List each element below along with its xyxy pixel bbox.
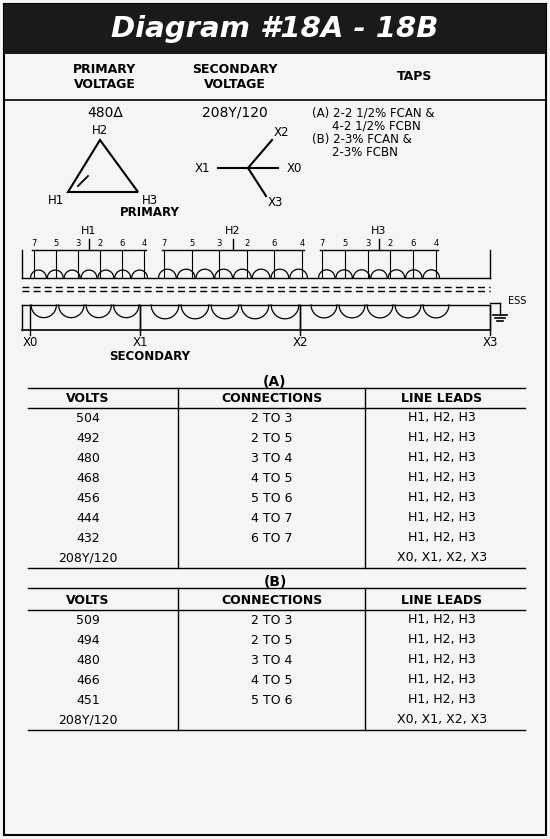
Text: Diagram #18A - 18B: Diagram #18A - 18B: [111, 15, 439, 43]
Text: H1: H1: [81, 226, 97, 236]
Text: 6: 6: [410, 239, 416, 248]
Text: (B): (B): [263, 575, 287, 589]
Text: VOLTS: VOLTS: [66, 593, 110, 607]
Text: 2: 2: [97, 239, 103, 248]
Text: 4: 4: [433, 239, 439, 248]
Text: 208Y/120: 208Y/120: [58, 551, 118, 565]
Text: 2: 2: [244, 239, 250, 248]
Text: H1, H2, H3: H1, H2, H3: [408, 512, 476, 524]
Text: 2 TO 5: 2 TO 5: [251, 431, 293, 445]
Text: H1: H1: [48, 194, 64, 206]
Text: 6 TO 7: 6 TO 7: [251, 531, 293, 545]
Text: 466: 466: [76, 674, 100, 686]
Text: H1, H2, H3: H1, H2, H3: [408, 694, 476, 706]
Text: 3: 3: [217, 239, 222, 248]
Text: 5 TO 6: 5 TO 6: [251, 694, 293, 706]
Text: 432: 432: [76, 531, 100, 545]
Text: 6: 6: [272, 239, 277, 248]
Text: 208Y/120: 208Y/120: [202, 106, 268, 120]
Text: 4 TO 5: 4 TO 5: [251, 674, 293, 686]
Text: (A) 2-2 1/2% FCAN &: (A) 2-2 1/2% FCAN &: [312, 107, 434, 119]
Text: X0: X0: [287, 161, 302, 175]
Text: 4 TO 5: 4 TO 5: [251, 472, 293, 484]
Text: 509: 509: [76, 613, 100, 627]
Text: 492: 492: [76, 431, 100, 445]
Text: SECONDARY: SECONDARY: [109, 351, 190, 363]
Text: TAPS: TAPS: [397, 70, 433, 84]
Text: X0, X1, X2, X3: X0, X1, X2, X3: [397, 551, 487, 565]
Text: H1, H2, H3: H1, H2, H3: [408, 431, 476, 445]
Bar: [4, 4, 546, 54]
Text: X3: X3: [482, 336, 498, 348]
Text: LINE LEADS: LINE LEADS: [402, 392, 482, 404]
Text: 7: 7: [161, 239, 167, 248]
Text: 5: 5: [189, 239, 194, 248]
Text: H1, H2, H3: H1, H2, H3: [408, 654, 476, 666]
Text: LINE LEADS: LINE LEADS: [402, 593, 482, 607]
Text: 5: 5: [342, 239, 348, 248]
Text: VOLTS: VOLTS: [66, 392, 110, 404]
Text: H1, H2, H3: H1, H2, H3: [408, 451, 476, 465]
Text: CONNECTIONS: CONNECTIONS: [221, 593, 323, 607]
Text: 480: 480: [76, 654, 100, 666]
Text: 2-3% FCBN: 2-3% FCBN: [332, 147, 398, 159]
Text: 494: 494: [76, 633, 100, 647]
Text: H1, H2, H3: H1, H2, H3: [408, 613, 476, 627]
Text: 504: 504: [76, 411, 100, 425]
Text: X2: X2: [274, 127, 289, 139]
Text: CONNECTIONS: CONNECTIONS: [221, 392, 323, 404]
Text: H3: H3: [142, 194, 158, 206]
Text: PRIMARY: PRIMARY: [120, 206, 180, 220]
Text: 2: 2: [388, 239, 393, 248]
Text: X3: X3: [268, 195, 283, 209]
Text: (B) 2-3% FCAN &: (B) 2-3% FCAN &: [312, 133, 412, 147]
Text: X0, X1, X2, X3: X0, X1, X2, X3: [397, 713, 487, 727]
Text: 3 TO 4: 3 TO 4: [251, 451, 293, 465]
Text: 4 TO 7: 4 TO 7: [251, 512, 293, 524]
Text: 3 TO 4: 3 TO 4: [251, 654, 293, 666]
Text: ESS: ESS: [508, 296, 526, 306]
Text: H1, H2, H3: H1, H2, H3: [408, 674, 476, 686]
Text: H3: H3: [371, 226, 387, 236]
Text: 456: 456: [76, 492, 100, 504]
Text: H2: H2: [226, 226, 241, 236]
Text: 451: 451: [76, 694, 100, 706]
Text: 3: 3: [365, 239, 370, 248]
Text: 444: 444: [76, 512, 100, 524]
Text: (A): (A): [263, 375, 287, 389]
Text: 480: 480: [76, 451, 100, 465]
Text: 2 TO 3: 2 TO 3: [251, 411, 293, 425]
Text: H1, H2, H3: H1, H2, H3: [408, 472, 476, 484]
Text: 4-2 1/2% FCBN: 4-2 1/2% FCBN: [332, 119, 421, 133]
Text: 5: 5: [53, 239, 59, 248]
Text: 2 TO 5: 2 TO 5: [251, 633, 293, 647]
Text: 2 TO 3: 2 TO 3: [251, 613, 293, 627]
Text: H1, H2, H3: H1, H2, H3: [408, 411, 476, 425]
Text: X2: X2: [292, 336, 308, 348]
Text: X1: X1: [194, 161, 210, 175]
Text: H1, H2, H3: H1, H2, H3: [408, 492, 476, 504]
Text: PRIMARY
VOLTAGE: PRIMARY VOLTAGE: [73, 63, 136, 91]
Text: 4: 4: [141, 239, 147, 248]
Text: X0: X0: [23, 336, 38, 348]
Text: 468: 468: [76, 472, 100, 484]
Text: 7: 7: [31, 239, 37, 248]
Text: SECONDARY
VOLTAGE: SECONDARY VOLTAGE: [192, 63, 278, 91]
Text: 4: 4: [299, 239, 305, 248]
Text: 480Δ: 480Δ: [87, 106, 123, 120]
Text: X1: X1: [132, 336, 148, 348]
Text: 5 TO 6: 5 TO 6: [251, 492, 293, 504]
Text: H1, H2, H3: H1, H2, H3: [408, 531, 476, 545]
Text: 7: 7: [320, 239, 324, 248]
Text: 3: 3: [75, 239, 81, 248]
Text: 208Y/120: 208Y/120: [58, 713, 118, 727]
Text: H2: H2: [92, 123, 108, 137]
Text: 6: 6: [119, 239, 125, 248]
Text: H1, H2, H3: H1, H2, H3: [408, 633, 476, 647]
